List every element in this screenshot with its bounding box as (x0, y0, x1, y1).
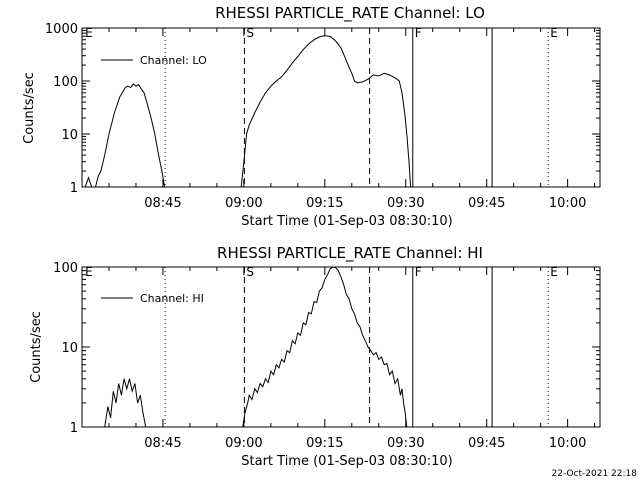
plot-area: E S F E 08:45 09:00 09:15 09:30 09:45 10:00 1 10 100 (53, 261, 601, 451)
legend-label: Channel: LO (140, 54, 207, 67)
x-tick-label: 09:00 (225, 436, 262, 451)
marker-label: F (415, 26, 422, 40)
y-tick-label: 1 (70, 421, 78, 436)
x-tick-label: 09:15 (306, 196, 343, 211)
y-axis-label: Counts/sec (22, 72, 37, 144)
series-line-segment (104, 378, 147, 427)
x-tick-label: 09:30 (387, 196, 424, 211)
x-tick-label: 09:00 (225, 196, 262, 211)
y-tick-label: 100 (53, 75, 78, 90)
marker-label: E (85, 265, 93, 279)
marker-label: E (550, 265, 558, 279)
marker-label: S (246, 265, 254, 279)
x-axis-label: Start Time (01-Sep-03 08:30:10) (241, 214, 452, 229)
x-tick-label: 08:45 (144, 196, 181, 211)
x-tick-label: 10:00 (549, 436, 586, 451)
y-tick-label: 1 (70, 181, 78, 196)
x-tick-label: 10:00 (549, 196, 586, 211)
y-tick-label: 10 (61, 128, 78, 143)
plot-frame (81, 27, 601, 188)
y-axis-label: Counts/sec (29, 311, 44, 383)
timestamp: 22-Oct-2021 22:18 (552, 469, 638, 479)
series-line-segment (240, 35, 412, 187)
x-tick-label: 09:15 (306, 436, 343, 451)
chart-title: RHESSI PARTICLE_RATE Channel: LO (215, 4, 485, 23)
marker-label: F (415, 265, 422, 279)
series-line-segment (242, 267, 408, 427)
x-tick-label: 09:30 (387, 436, 424, 451)
x-axis-label: Start Time (01-Sep-03 08:30:10) (241, 454, 452, 469)
y-tick-label: 10 (61, 341, 78, 356)
x-tick-label: 08:45 (144, 436, 181, 451)
marker-label: E (550, 26, 558, 40)
y-tick-label: 100 (53, 261, 78, 276)
plot-area: E S F E 08:45 09:00 09:15 09:30 09:45 10:00 1 10 100… (45, 22, 601, 211)
x-tick-label: 09:45 (468, 436, 505, 451)
chart-panel-hi: RHESSI PARTICLE_RATE Channel: HI E S F E 08:… (29, 244, 601, 469)
x-tick-label: 09:45 (468, 196, 505, 211)
chart-title: RHESSI PARTICLE_RATE Channel: HI (217, 244, 483, 263)
marker-label: E (85, 26, 93, 40)
marker-label: S (246, 26, 254, 40)
chart-panel-lo: RHESSI PARTICLE_RATE Channel: LO E S F E 08:… (22, 4, 601, 229)
series-line-segment (84, 83, 166, 187)
y-tick-label: 1000 (45, 22, 78, 37)
legend-label: Channel: HI (140, 292, 204, 305)
